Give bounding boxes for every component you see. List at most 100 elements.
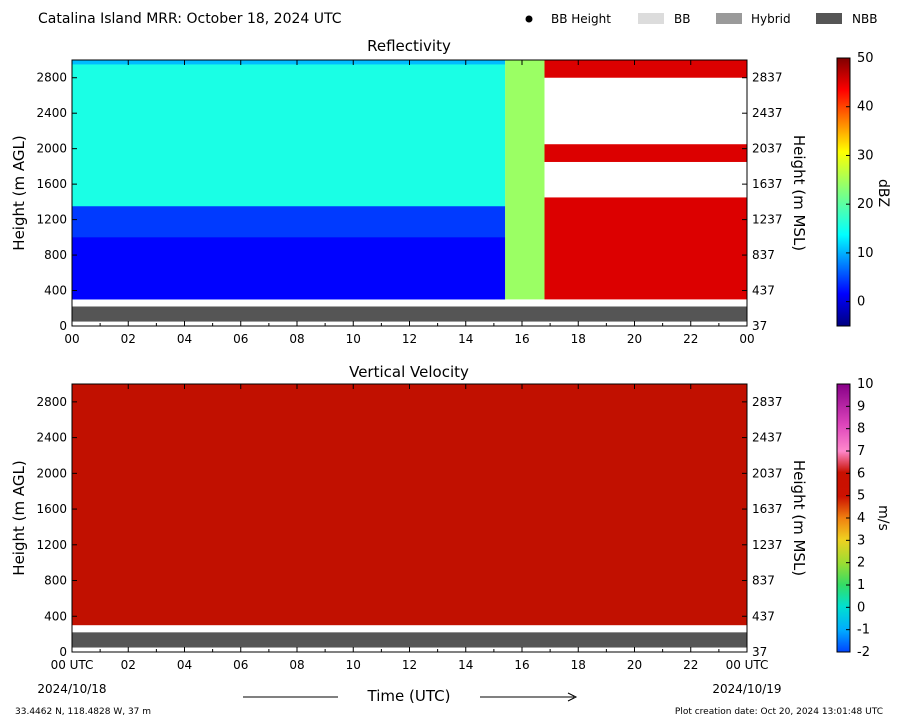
y-tick-right-label: 1237 bbox=[752, 213, 783, 227]
x-tick-label: 14 bbox=[458, 658, 473, 672]
x-tick-label: 00 UTC bbox=[726, 658, 769, 672]
colorbar-tick-label: 0 bbox=[857, 295, 865, 310]
nbb-band bbox=[72, 632, 747, 648]
legend-nbb-swatch bbox=[816, 13, 842, 24]
x-tick-label: 00 UTC bbox=[51, 658, 94, 672]
colorbar-tick-label: 5 bbox=[857, 489, 865, 504]
reflectivity-cells bbox=[72, 60, 747, 326]
colorbar-tick-label: 9 bbox=[857, 399, 865, 414]
x-tick-label: 00 bbox=[64, 332, 79, 346]
legend-hybrid-swatch bbox=[716, 13, 742, 24]
legend-bb-swatch bbox=[638, 13, 664, 24]
velocity-axes: 00 UTC 02 04 06 08 10 12 14 16 18 20 22 00 UTC040080… bbox=[36, 384, 783, 672]
colorbar-tick-label: 3 bbox=[857, 533, 865, 548]
reflectivity-panel: Reflectivity 00 02 04 06 08 10 12 14 16 18 20 22 000… bbox=[10, 37, 891, 346]
data-region bbox=[72, 64, 506, 207]
y-tick-label: 1200 bbox=[36, 213, 67, 227]
y-tick-right-label: 437 bbox=[752, 609, 775, 623]
y-tick-right-label: 437 bbox=[752, 284, 775, 298]
y-tick-right-label: 2037 bbox=[752, 466, 783, 480]
velocity-ylabel-left: Height (m AGL) bbox=[10, 460, 28, 575]
colorbar-tick-label: 10 bbox=[857, 377, 874, 392]
data-region bbox=[544, 60, 747, 78]
x-tick-label: 06 bbox=[233, 658, 248, 672]
figure-title: Catalina Island MRR: October 18, 2024 UT… bbox=[38, 11, 342, 27]
y-tick-right-label: 37 bbox=[752, 319, 767, 333]
y-tick-label: 2400 bbox=[36, 106, 67, 120]
colorbar-tick-label: 40 bbox=[857, 100, 874, 115]
y-tick-label: 800 bbox=[44, 574, 67, 588]
x-tick-label: 02 bbox=[121, 658, 136, 672]
velocity-ylabel-right: Height (m MSL) bbox=[790, 460, 808, 576]
x-tick-label: 06 bbox=[233, 332, 248, 346]
x-tick-label: 12 bbox=[402, 332, 417, 346]
y-tick-label: 400 bbox=[44, 284, 67, 298]
colorbar-tick-label: 7 bbox=[857, 444, 865, 459]
x-tick-label: 08 bbox=[289, 658, 304, 672]
y-tick-right-label: 2837 bbox=[752, 71, 783, 85]
colorbar-tick-label: 1 bbox=[857, 578, 865, 593]
x-tick-label: 18 bbox=[571, 658, 586, 672]
colorbar-tick-label: 4 bbox=[857, 511, 865, 526]
header-legend: BB Height BB Hybrid NBB bbox=[525, 12, 877, 26]
y-tick-label: 1600 bbox=[36, 502, 67, 516]
velocity-colorbar-ticks: -2 -1 0 1 2 3 4 5 6 7 8 9 10 bbox=[846, 377, 874, 660]
reflectivity-colorbar-ticks: 0 10 20 30 40 50 bbox=[846, 51, 874, 310]
legend-nbb-label: NBB bbox=[852, 12, 877, 26]
reflectivity-colorbar bbox=[836, 57, 851, 327]
x-tick-label: 12 bbox=[402, 658, 417, 672]
y-tick-right-label: 2837 bbox=[752, 395, 783, 409]
colorbar-tick-label: 10 bbox=[857, 246, 874, 261]
velocity-title: Vertical Velocity bbox=[349, 363, 469, 381]
velocity-panel: Vertical Velocity 00 UTC 02 04 06 08 10 12 14 16… bbox=[10, 363, 891, 696]
y-tick-label: 2800 bbox=[36, 71, 67, 85]
reflectivity-ylabel-left: Height (m AGL) bbox=[10, 135, 28, 250]
x-tick-label: 20 bbox=[627, 658, 642, 672]
colorbar-tick-label: 30 bbox=[857, 148, 874, 163]
x-tick-label: 14 bbox=[458, 332, 473, 346]
x-tick-label: 22 bbox=[683, 332, 698, 346]
data-region bbox=[505, 60, 545, 300]
x-tick-label: 04 bbox=[177, 658, 192, 672]
y-tick-label: 0 bbox=[59, 319, 67, 333]
data-region bbox=[72, 384, 747, 626]
y-tick-label: 2000 bbox=[36, 142, 67, 156]
x-tick-label: 18 bbox=[571, 332, 586, 346]
legend-hybrid-label: Hybrid bbox=[751, 12, 791, 26]
y-tick-label: 400 bbox=[44, 609, 67, 623]
y-tick-right-label: 2037 bbox=[752, 142, 783, 156]
x-tick-label: 04 bbox=[177, 332, 192, 346]
y-tick-right-label: 37 bbox=[752, 645, 767, 659]
y-tick-right-label: 2437 bbox=[752, 106, 783, 120]
colorbar-tick-label: 20 bbox=[857, 197, 874, 212]
y-tick-label: 2800 bbox=[36, 395, 67, 409]
data-region bbox=[544, 197, 747, 300]
reflectivity-title: Reflectivity bbox=[367, 37, 451, 55]
x-tick-label: 10 bbox=[346, 658, 361, 672]
y-tick-label: 1200 bbox=[36, 538, 67, 552]
data-region bbox=[544, 144, 747, 162]
x-date-start: 2024/10/18 bbox=[37, 682, 106, 696]
colorbar-tick-label: -1 bbox=[857, 623, 870, 638]
creation-note: Plot creation date: Oct 20, 2024 13:01:4… bbox=[675, 707, 883, 717]
x-tick-label: 20 bbox=[627, 332, 642, 346]
legend-bb-height-label: BB Height bbox=[551, 12, 611, 26]
y-tick-label: 2400 bbox=[36, 431, 67, 445]
x-tick-label: 00 bbox=[739, 332, 754, 346]
y-tick-right-label: 2437 bbox=[752, 431, 783, 445]
y-tick-label: 800 bbox=[44, 248, 67, 262]
nbb-band bbox=[72, 306, 747, 322]
legend-bb-label: BB bbox=[674, 12, 690, 26]
legend-bb-height-marker bbox=[525, 15, 533, 23]
colorbar-tick-label: 8 bbox=[857, 422, 865, 437]
time-arrow-head bbox=[567, 692, 578, 702]
reflectivity-axes: 00 02 04 06 08 10 12 14 16 18 20 22 0004008001200160… bbox=[36, 60, 783, 346]
colorbar-tick-label: 2 bbox=[857, 556, 865, 571]
y-tick-label: 1600 bbox=[36, 177, 67, 191]
reflectivity-colorbar-label: dBZ bbox=[875, 179, 891, 207]
velocity-colorbar-label: m/s bbox=[875, 505, 891, 531]
x-date-end: 2024/10/19 bbox=[712, 682, 781, 696]
velocity-cells bbox=[72, 384, 747, 652]
y-tick-right-label: 1237 bbox=[752, 538, 783, 552]
